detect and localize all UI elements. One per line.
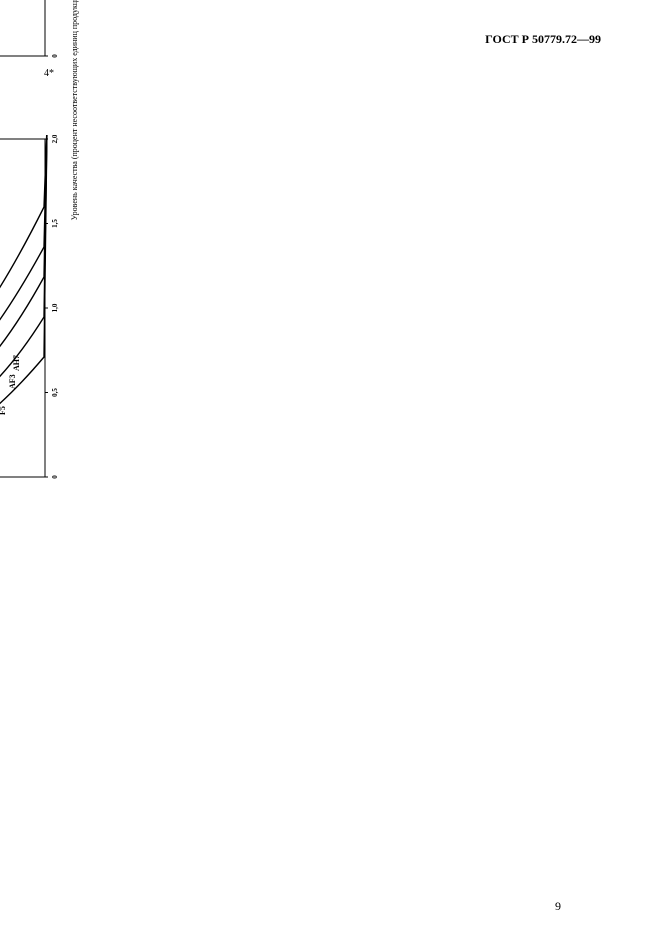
rotated-body: Таблица В.3 — Одноступенчатые планы выбо… (0, 0, 79, 520)
svg-text:AH7: AH7 (12, 356, 21, 372)
svg-text:0: 0 (51, 475, 59, 479)
svg-text:1,0: 1,0 (51, 304, 59, 313)
page-number: 9 (555, 899, 561, 914)
svg-text:0,5: 0,5 (51, 388, 59, 397)
document-id: ГОСТ Р 50779.72—99 (485, 32, 601, 47)
oc-chart-right: 00,51,01,52,01,0N3Q10AK3 (0, 0, 63, 75)
svg-text:2,0: 2,0 (51, 136, 59, 144)
x-axis-label: Уровень качества (процент несоответствую… (70, 0, 79, 520)
oc-chart-left: 00,51,01,52,01,0F2F5AF3AH7 (0, 136, 63, 496)
svg-text:0: 0 (51, 54, 59, 58)
svg-text:1,5: 1,5 (51, 219, 59, 228)
svg-text:AF3: AF3 (8, 375, 17, 390)
charts-row: 00,51,01,52,01,0F2F5AF3AH7 00,51,01,52,0… (0, 0, 68, 520)
svg-text:F5: F5 (0, 407, 7, 416)
